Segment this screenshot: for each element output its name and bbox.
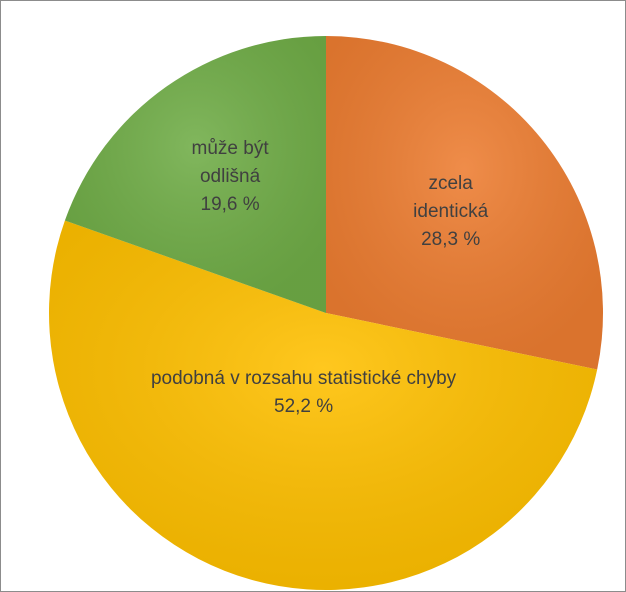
slice-label: podobná v rozsahu statistické chyby 52,2 … — [124, 365, 484, 421]
slice-label: zcela identická 28,3 % — [396, 170, 506, 254]
slice-label: může být odlišná 19,6 % — [175, 135, 285, 219]
slice-shade — [49, 220, 598, 590]
value-label: 28,3 % — [421, 228, 481, 250]
category-label: může být odlišná — [191, 138, 269, 188]
slice-shade — [64, 35, 326, 313]
category-label: zcela identická — [413, 172, 489, 222]
value-label: 52,2 % — [274, 396, 334, 418]
category-label: podobná v rozsahu statistické chyby — [150, 368, 457, 390]
value-label: 19,6 % — [200, 194, 260, 216]
slice-shade — [326, 36, 604, 370]
